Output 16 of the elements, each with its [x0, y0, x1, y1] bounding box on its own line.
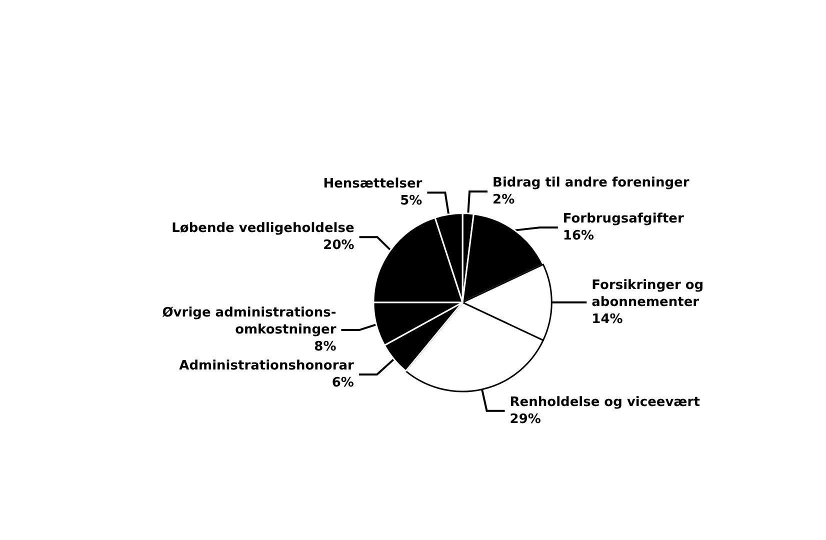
slice-label: Forsikringer og abonnementer — [592, 278, 704, 310]
data-label: 2% — [492, 192, 515, 208]
data-label: 16% — [562, 228, 594, 244]
slice-label: Øvrige administrations-omkostninger — [162, 306, 337, 338]
data-label: 6% — [332, 376, 354, 391]
data-label: 8% — [314, 340, 336, 355]
data-label: 29% — [510, 412, 541, 427]
slice-label: Hensættelser — [323, 176, 423, 192]
slice-label: Bidrag til andre foreninger — [492, 176, 690, 191]
slice-label: Løbende vedligeholdelse — [172, 221, 354, 236]
slice-label: Renholdelse og viceevært — [510, 394, 700, 410]
data-label: 5% — [400, 194, 422, 209]
slice-label: Forbrugsafgifter — [562, 212, 684, 227]
data-label: 20% — [323, 238, 354, 254]
slice-label: Administrationshonorar — [179, 358, 355, 374]
data-label: 14% — [592, 312, 623, 327]
